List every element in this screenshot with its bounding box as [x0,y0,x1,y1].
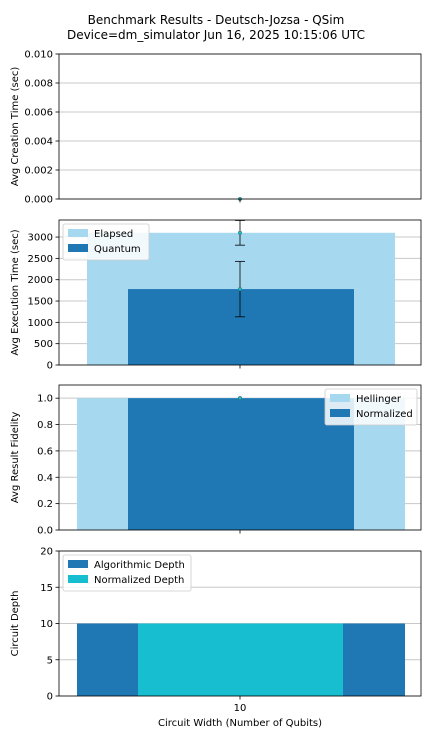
y-tick-label: 1.0 [37,394,53,405]
y-tick-label: 0.2 [37,499,53,510]
y-tick-label: 0.4 [37,473,53,484]
legend-swatch [330,409,350,417]
legend-swatch [68,575,88,583]
y-tick-label: 0.006 [24,108,53,119]
chart-title: Benchmark Results - Deutsch-Jozsa - QSim [87,13,345,27]
legend-box [62,554,192,592]
legend-swatch [68,244,88,252]
y-tick-label: 3000 [28,233,53,244]
y-tick-label: 2500 [28,254,53,265]
y-tick-label: 500 [34,339,53,350]
y-tick-label: 0.8 [37,420,53,431]
x-tick-label: 10 [234,703,247,714]
y-tick-label: 0.000 [24,195,53,206]
y-tick-label: 20 [40,547,53,558]
y-tick-label: 10 [40,619,53,630]
y-tick-label: 2000 [28,275,53,286]
y-tick-label: 0.008 [24,79,53,90]
legend-swatch [68,560,88,568]
y-axis-label: Avg Execution Time (sec) [10,229,21,355]
legend-label: Normalized Depth [94,575,184,586]
y-axis-label: Avg Creation Time (sec) [10,67,21,187]
bar-normalized [128,398,354,530]
bar-quantum [128,289,354,365]
data-point [237,230,242,235]
y-tick-label: 0 [47,361,53,372]
y-tick-label: 15 [40,583,53,594]
data-point [237,396,242,401]
legend-swatch [68,229,88,237]
bar-normalized-depth [138,623,343,696]
legend-label: Normalized [356,409,413,420]
legend-label: Algorithmic Depth [94,560,185,571]
y-tick-label: 0.0 [37,526,53,537]
legend-label: Hellinger [356,394,402,405]
data-point [237,287,242,292]
y-tick-label: 1500 [28,297,53,308]
y-tick-label: 0.002 [24,166,53,177]
y-tick-label: 0 [47,692,53,703]
y-tick-label: 0.010 [24,50,53,61]
y-tick-label: 5 [47,655,53,666]
y-tick-label: 0.004 [24,137,53,148]
legend-label: Quantum [94,244,141,255]
plot-frame [58,53,422,200]
x-axis-label: Circuit Width (Number of Qubits) [158,718,322,729]
chart-subtitle: Device=dm_simulator Jun 16, 2025 10:15:0… [66,28,366,42]
y-axis-label: Circuit Depth [10,591,21,657]
y-tick-label: 0.6 [37,446,53,457]
y-axis-label: Avg Result Fidelity [10,412,21,504]
y-tick-label: 1000 [28,318,53,329]
legend-label: Elapsed [94,229,133,240]
legend-swatch [330,394,350,402]
